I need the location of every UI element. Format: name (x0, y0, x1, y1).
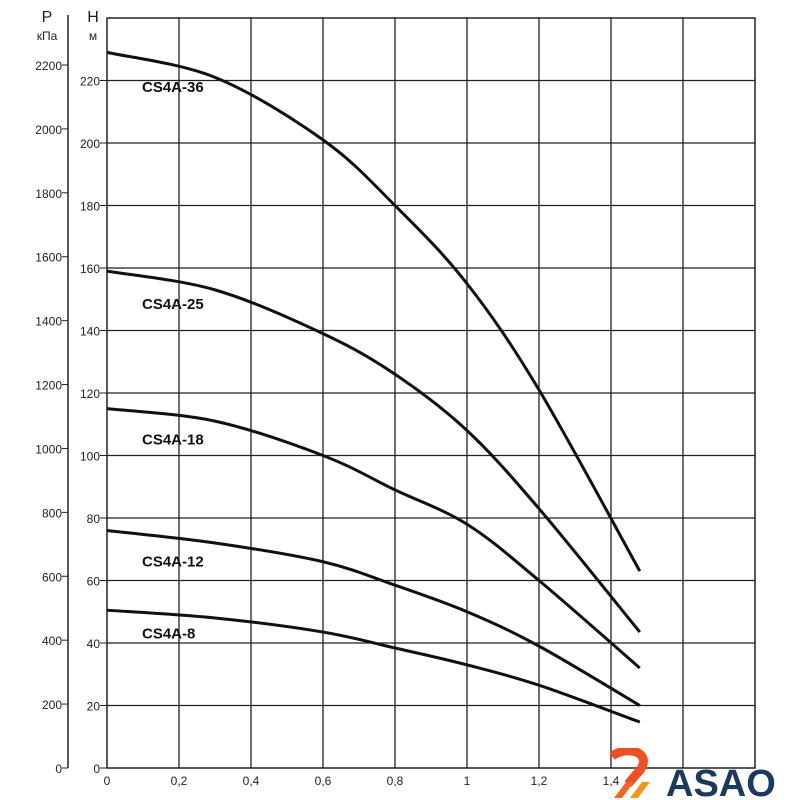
x-tick-label: 0,8 (387, 774, 404, 788)
series-label-cs4a-12: CS4A-12 (142, 553, 204, 570)
x-tick-label: 1 (464, 774, 471, 788)
logo-mark (609, 748, 648, 787)
h-tick-label: 40 (87, 637, 101, 651)
h-axis-label: H (87, 9, 99, 26)
curve-cs4a-25 (106, 269, 641, 634)
p-tick-label: 2200 (35, 59, 62, 73)
p-tick-label: 1600 (35, 251, 62, 265)
h-tick-label: 220 (80, 75, 100, 89)
p-tick-label: 1200 (35, 379, 62, 393)
p-tick-label: 1800 (35, 187, 62, 201)
asao-logo: ASAO (609, 748, 776, 800)
curve-cs4a-12 (106, 529, 641, 707)
h-tick-label: 20 (87, 700, 101, 714)
h-tick-label: 80 (87, 512, 101, 526)
x-tick-label: 1,2 (531, 774, 548, 788)
p-tick-label: 1000 (35, 442, 62, 456)
curve-cs4a-8 (106, 608, 641, 724)
p-axis-unit: кПа (37, 29, 58, 43)
h-tick-label: 160 (80, 262, 100, 276)
curve-cs4a-18 (106, 407, 641, 670)
p-tick-label: 0 (55, 762, 62, 776)
x-tick-label: 0,6 (315, 774, 332, 788)
x-tick-label: 0,2 (171, 774, 188, 788)
curve-cs4a-36 (106, 50, 642, 572)
h-tick-label: 140 (80, 325, 100, 339)
x-tick-label: 0 (104, 774, 111, 788)
logo-text: ASAO (666, 763, 776, 800)
p-axis-label: P (42, 9, 53, 26)
h-tick-label: 60 (87, 575, 101, 589)
p-tick-label: 1400 (35, 315, 62, 329)
h-tick-label: 0 (93, 762, 100, 776)
p-tick-label: 800 (42, 506, 62, 520)
h-tick-label: 180 (80, 200, 100, 214)
h-tick-label: 200 (80, 137, 100, 151)
p-tick-label: 400 (42, 634, 62, 648)
x-tick-label: 0,4 (243, 774, 260, 788)
h-axis-unit: м (89, 29, 97, 43)
p-tick-label: 600 (42, 570, 62, 584)
p-tick-label: 200 (42, 698, 62, 712)
h-tick-label: 100 (80, 450, 100, 464)
series-label-cs4a-25: CS4A-25 (142, 296, 204, 313)
p-tick-label: 2000 (35, 123, 62, 137)
x-tick-label: 1,4 (603, 774, 620, 788)
series-label-cs4a-8: CS4A-8 (142, 626, 195, 643)
series-label-cs4a-18: CS4A-18 (142, 431, 204, 448)
h-tick-label: 120 (80, 387, 100, 401)
series-label-cs4a-36: CS4A-36 (142, 79, 204, 96)
